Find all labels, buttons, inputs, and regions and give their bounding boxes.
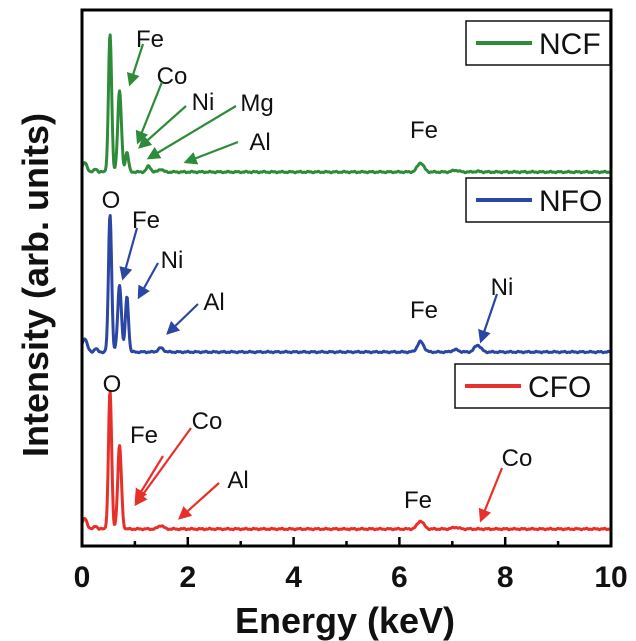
peak-arrow (134, 427, 192, 507)
legend-box-cfo (454, 363, 612, 409)
peak-arrow (478, 467, 504, 523)
legend-label-nfo: NFO (539, 185, 602, 218)
peak-label-o: O (103, 371, 122, 398)
peak-arrow (478, 293, 499, 344)
legend-label-cfo: CFO (528, 371, 591, 404)
peak-label-ni: Ni (491, 274, 514, 301)
peak-label-al: Al (227, 467, 248, 494)
peak-label-al: Al (203, 289, 224, 316)
peak-label-o: O (102, 187, 121, 214)
peak-label-fe: Fe (136, 26, 164, 53)
peak-arrow (137, 262, 159, 300)
series-line-nfo (80, 214, 612, 355)
y-axis-title: Intensity (arb. units) (15, 113, 56, 457)
peak-label-fe: Fe (410, 117, 438, 144)
peak-label-al: Al (249, 129, 270, 156)
peak-label-co: Co (502, 445, 533, 472)
x-tick-label: 2 (179, 561, 196, 594)
peak-arrow (126, 43, 145, 87)
series-line-cfo (80, 390, 612, 532)
peak-label-fe: Fe (404, 487, 432, 514)
peak-arrow (135, 81, 164, 145)
peak-arrow (134, 455, 164, 503)
legend-label-ncf: NCF (539, 28, 601, 61)
x-tick-label: 4 (285, 561, 302, 594)
x-tick-label: 10 (594, 561, 627, 594)
peak-label-ni: Ni (161, 247, 184, 274)
peak-label-fe: Fe (130, 422, 158, 449)
peak-label-ni: Ni (192, 89, 215, 116)
x-tick-label: 8 (497, 561, 514, 594)
peak-arrow (138, 105, 187, 149)
series-line-ncf (80, 33, 612, 175)
x-axis-title: Energy (keV) (235, 600, 455, 641)
peak-arrow (146, 105, 237, 160)
peak-arrow (119, 227, 139, 281)
peak-label-fe: Fe (410, 297, 438, 324)
peak-arrow (183, 140, 239, 165)
peak-arrow (178, 482, 220, 520)
peak-label-co: Co (192, 408, 223, 435)
x-tick-label: 6 (391, 561, 408, 594)
peak-label-mg: Mg (240, 90, 273, 117)
peak-arrow (166, 303, 199, 335)
x-tick-label: 0 (74, 561, 91, 594)
axes: 0 2 4 6 8 10 (74, 8, 628, 594)
